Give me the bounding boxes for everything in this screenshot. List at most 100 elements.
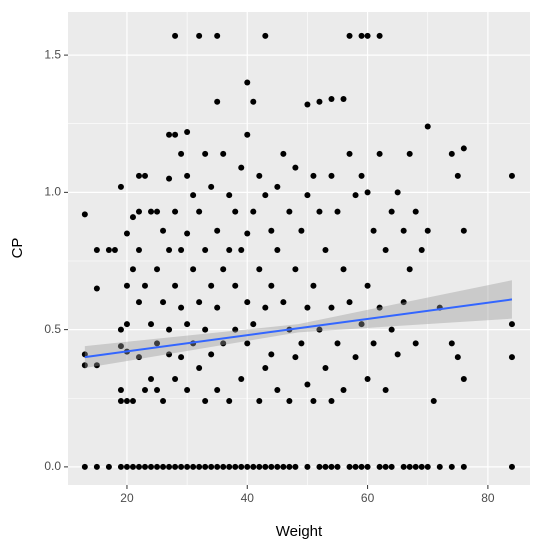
point — [460, 227, 467, 234]
point — [358, 463, 365, 470]
point — [117, 463, 124, 470]
point — [328, 96, 335, 103]
point — [394, 351, 401, 358]
point — [135, 208, 142, 215]
point — [358, 32, 365, 39]
point — [328, 397, 335, 404]
point — [382, 387, 389, 394]
point — [286, 397, 293, 404]
point — [304, 381, 311, 388]
y-tick-label: 0.0 — [44, 459, 61, 473]
point — [238, 376, 245, 383]
point — [274, 247, 281, 254]
point — [292, 266, 299, 273]
point — [232, 463, 239, 470]
point — [274, 463, 281, 470]
confidence-band — [84, 280, 512, 369]
point — [400, 227, 407, 234]
point — [148, 463, 155, 470]
point — [412, 463, 419, 470]
point — [346, 150, 353, 157]
point — [406, 266, 413, 273]
point — [123, 463, 130, 470]
point — [129, 463, 136, 470]
point — [430, 397, 437, 404]
point — [123, 282, 130, 289]
point — [244, 340, 251, 347]
point — [340, 387, 347, 394]
point — [508, 354, 515, 361]
point — [196, 463, 203, 470]
point — [202, 247, 209, 254]
y-tick-label: 0.5 — [44, 322, 61, 336]
point — [322, 247, 329, 254]
point — [172, 282, 179, 289]
point — [81, 351, 88, 358]
y-tick-label: 1.5 — [44, 47, 61, 61]
point — [214, 227, 221, 234]
point — [406, 150, 413, 157]
point — [262, 192, 269, 199]
point — [256, 172, 263, 179]
point — [376, 463, 383, 470]
point — [352, 354, 359, 361]
point — [154, 208, 161, 215]
point — [190, 463, 197, 470]
point — [448, 463, 455, 470]
point — [460, 463, 467, 470]
point — [316, 208, 323, 215]
point — [105, 247, 112, 254]
point — [238, 247, 245, 254]
point — [148, 376, 155, 383]
point — [154, 387, 161, 394]
point — [117, 387, 124, 394]
point — [334, 208, 341, 215]
point — [184, 463, 191, 470]
point — [424, 123, 431, 130]
point — [190, 192, 197, 199]
point — [154, 340, 161, 347]
point — [178, 354, 185, 361]
point — [160, 227, 167, 234]
point — [166, 131, 173, 138]
point — [460, 376, 467, 383]
point — [376, 304, 383, 311]
point — [406, 463, 413, 470]
point — [148, 208, 155, 215]
point — [256, 463, 263, 470]
point — [382, 247, 389, 254]
x-tick-label: 20 — [120, 491, 134, 505]
point — [364, 32, 371, 39]
point — [166, 175, 173, 182]
point — [202, 326, 209, 333]
point — [81, 463, 88, 470]
point — [316, 98, 323, 105]
point — [172, 208, 179, 215]
point — [436, 463, 443, 470]
point — [81, 362, 88, 369]
point — [328, 172, 335, 179]
point — [123, 321, 130, 328]
point — [304, 304, 311, 311]
point — [232, 326, 239, 333]
point — [208, 351, 215, 358]
point — [184, 172, 191, 179]
point — [142, 172, 148, 179]
point — [129, 266, 136, 273]
point — [448, 150, 455, 157]
marks — [81, 32, 515, 470]
point — [142, 463, 148, 470]
point — [166, 463, 173, 470]
point — [244, 230, 251, 237]
point — [214, 463, 221, 470]
point — [172, 32, 179, 39]
point — [322, 365, 329, 372]
point — [160, 463, 167, 470]
point — [358, 321, 365, 328]
point — [250, 98, 257, 105]
point — [135, 299, 142, 306]
point — [304, 463, 311, 470]
point — [304, 192, 311, 199]
point — [244, 299, 251, 306]
